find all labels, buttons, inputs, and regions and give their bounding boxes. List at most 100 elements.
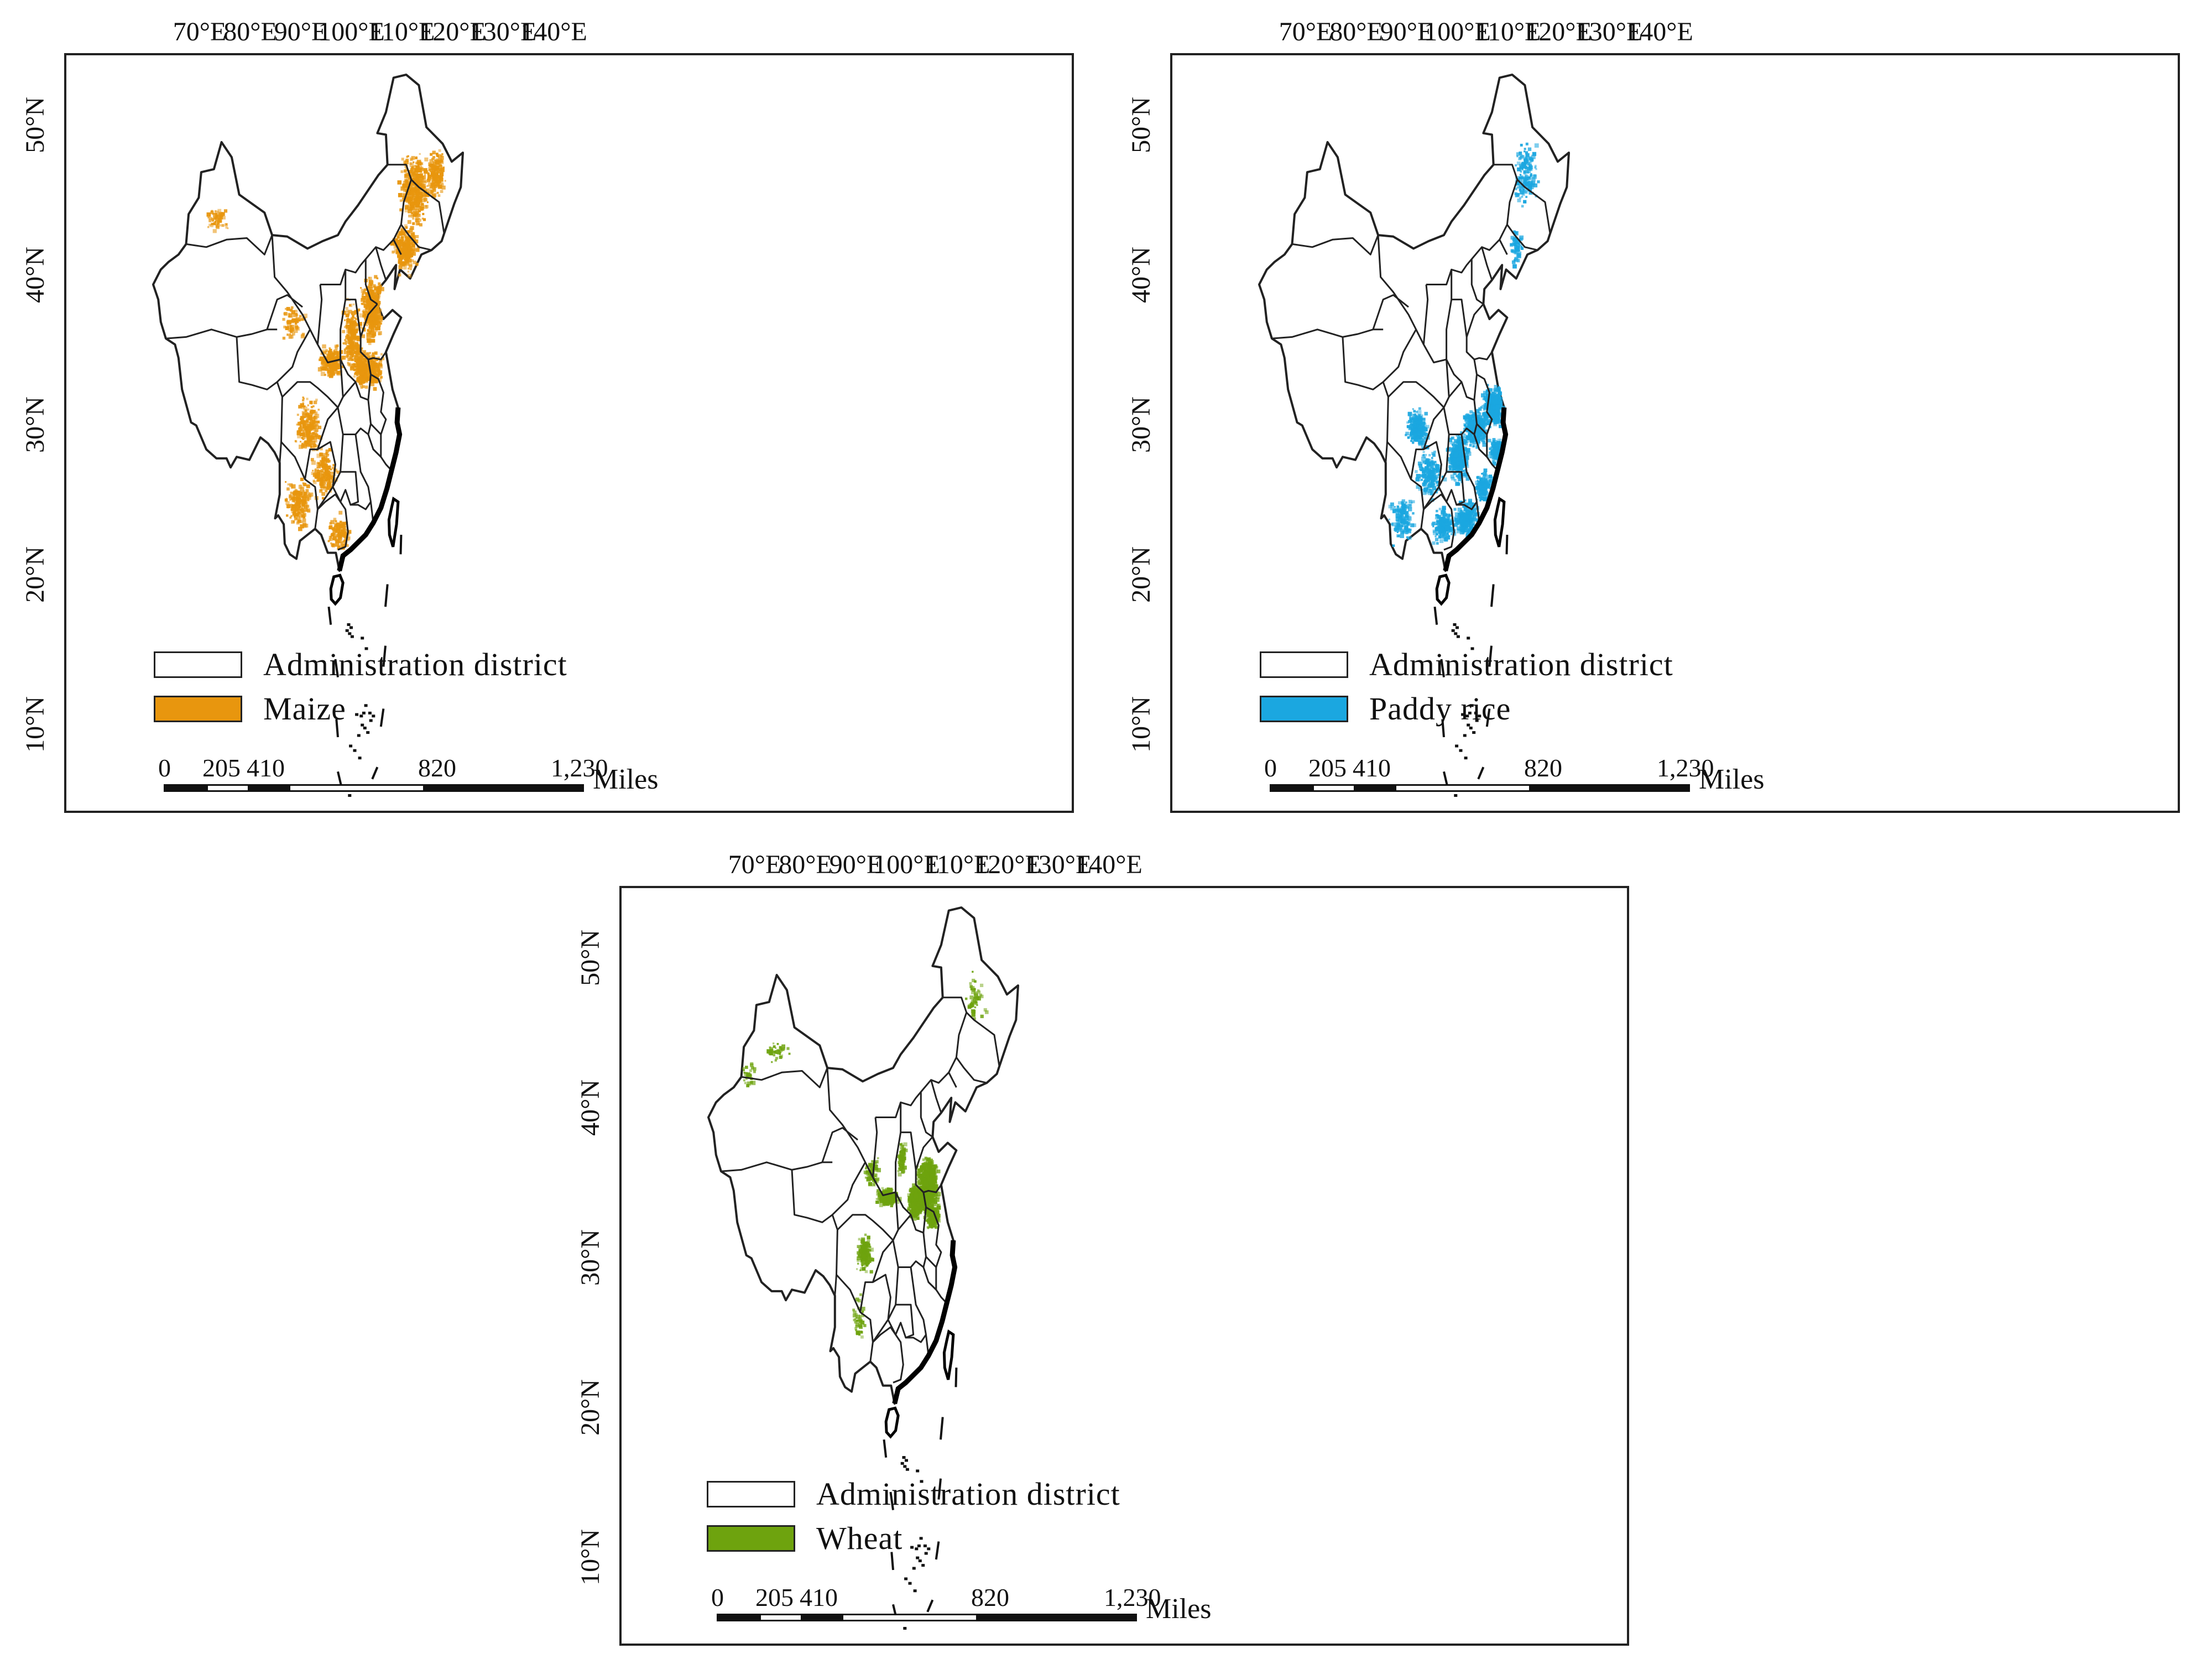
longitude-label: 130°E <box>469 17 537 46</box>
longitude-label: 120°E <box>1525 17 1592 46</box>
latitude-label: 40°N <box>576 1079 605 1136</box>
paddy-rice-swatch <box>1260 696 1348 722</box>
scale-units-label: Miles <box>1146 1593 1212 1625</box>
latitude-label: 50°N <box>576 930 605 986</box>
map-frame <box>619 886 1629 1646</box>
scale-bar-graphic <box>1270 784 1690 792</box>
district-swatch <box>707 1481 795 1507</box>
district-legend-label: Administration district <box>1369 646 1673 682</box>
district-swatch <box>154 651 242 678</box>
longitude-label: 130°E <box>1025 850 1092 879</box>
latitude-label: 50°N <box>1126 97 1156 153</box>
latitude-label: 30°N <box>1126 397 1156 453</box>
province-boundaries <box>721 997 1000 1384</box>
taiwan-island <box>387 497 400 547</box>
nine-dash-line <box>1433 535 1509 787</box>
longitude-label: 90°E <box>274 17 328 46</box>
latitude-label: 30°N <box>20 397 50 453</box>
south-china-sea-islets <box>900 1456 931 1630</box>
wheat-legend-label: Wheat <box>816 1520 903 1556</box>
coastline <box>337 407 403 572</box>
scale-tick-label: 1,230 <box>1104 1583 1161 1611</box>
taiwan-island <box>942 1329 955 1380</box>
maize-legend-label: Maize <box>263 691 346 727</box>
scale-tick-label: 0 <box>158 754 171 782</box>
china-map <box>707 906 1019 1630</box>
taiwan-island <box>1493 497 1506 547</box>
scale-bar-segment <box>1353 786 1397 790</box>
scale-bar-segment <box>1529 786 1689 790</box>
longitude-label: 90°E <box>829 850 883 879</box>
latitude-label: 20°N <box>576 1379 605 1436</box>
latitude-label: 40°N <box>20 247 50 303</box>
south-china-sea-islets <box>345 623 375 797</box>
longitude-label: 70°E <box>728 850 782 879</box>
scale-tick-label: 1,230 <box>551 754 608 782</box>
province-boundaries <box>1271 164 1551 551</box>
longitude-label: 110°E <box>369 17 435 46</box>
legend-district: Administration district <box>1260 649 1673 681</box>
scale-tick-label: 820 <box>418 754 456 782</box>
scale-bar-segment <box>290 786 424 790</box>
country-outline <box>152 74 464 572</box>
nine-dash-line <box>327 535 403 787</box>
scale-bar-segment <box>976 1615 1136 1620</box>
paddy-rice-distribution <box>1388 142 1540 547</box>
province-boundaries <box>165 164 445 551</box>
longitude-label: 100°E <box>318 17 385 46</box>
scale-units-label: Miles <box>1699 764 1765 795</box>
country-outline <box>707 906 1019 1405</box>
longitude-label: 80°E <box>779 850 832 879</box>
scale-bar-segment <box>1271 786 1314 790</box>
scale-tick-label: 410 <box>1353 754 1391 782</box>
hainan-island <box>884 1406 900 1439</box>
latitude-label: 50°N <box>20 97 50 153</box>
district-legend-label: Administration district <box>263 646 567 682</box>
latitude-label: 10°N <box>20 696 50 753</box>
scale-tick-label: 205 <box>202 754 241 782</box>
south-china-sea-islets <box>1451 623 1481 797</box>
scale-bar-segment <box>718 1615 761 1620</box>
scale-bar-segment <box>1314 786 1354 790</box>
longitude-label: 100°E <box>1424 17 1491 46</box>
scale-tick-label: 0 <box>711 1583 724 1611</box>
longitude-label: 110°E <box>1475 17 1541 46</box>
latitude-label: 20°N <box>1126 546 1156 603</box>
scale-tick-label: 1,230 <box>1657 754 1714 782</box>
longitude-label: 80°E <box>1329 17 1383 46</box>
map-frame <box>64 53 1074 813</box>
scale-bar-segment <box>165 786 208 790</box>
legend-district: Administration district <box>707 1478 1120 1510</box>
latitude-label: 40°N <box>1126 247 1156 303</box>
scale-bar-segment <box>800 1615 844 1620</box>
wheat-distribution <box>742 971 989 1339</box>
coastline <box>1443 407 1509 572</box>
longitude-label: 120°E <box>974 850 1041 879</box>
scale-tick-label: 0 <box>1264 754 1277 782</box>
longitude-label: 130°E <box>1575 17 1643 46</box>
hainan-island <box>329 573 345 606</box>
scale-tick-label: 820 <box>971 1583 1009 1611</box>
scale-bar-graphic <box>717 1614 1137 1621</box>
paddy-rice-map-panel: 70°E 80°E 90°E 100°E 110°E 120°E 130°E 140°E 50… <box>1106 0 2212 818</box>
scale-tick-label: 410 <box>247 754 285 782</box>
scale-bar-graphic <box>164 784 584 792</box>
scale-bar-segment <box>208 786 248 790</box>
china-map <box>1258 74 1570 797</box>
scale-tick-label: 205 <box>755 1583 794 1611</box>
longitude-label: 140°E <box>1626 17 1693 46</box>
longitude-label: 140°E <box>520 17 587 46</box>
longitude-label: 90°E <box>1380 17 1434 46</box>
legend-district: Administration district <box>154 649 567 681</box>
scale-bar-segment <box>843 1615 977 1620</box>
wheat-map-panel: 70°E 80°E 90°E 100°E 110°E 120°E 130°E 140°E 50… <box>553 830 1659 1659</box>
legend-crop: Wheat <box>707 1522 902 1554</box>
longitude-label: 140°E <box>1076 850 1142 879</box>
scale-bar-segment <box>761 1615 801 1620</box>
district-swatch <box>1260 651 1348 678</box>
scale-tick-label: 410 <box>800 1583 838 1611</box>
paddy-rice-legend-label: Paddy rice <box>1369 691 1511 727</box>
country-outline <box>1258 74 1570 572</box>
hainan-island <box>1435 573 1451 606</box>
latitude-label: 20°N <box>20 546 50 603</box>
